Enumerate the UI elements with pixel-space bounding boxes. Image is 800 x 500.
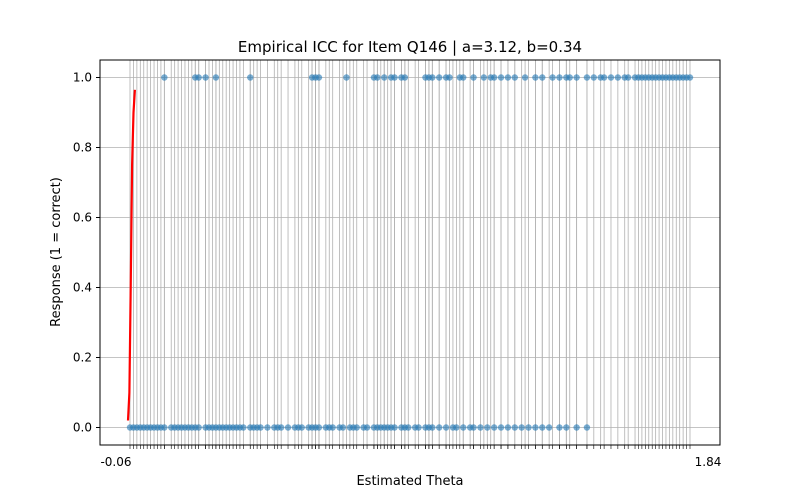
- point-correct: [539, 74, 546, 81]
- point-correct: [460, 74, 467, 81]
- point-correct: [343, 74, 350, 81]
- point-incorrect: [563, 424, 570, 431]
- point-incorrect: [429, 424, 436, 431]
- x-axis-label: Estimated Theta: [356, 474, 463, 489]
- point-incorrect: [518, 424, 525, 431]
- point-incorrect: [353, 424, 360, 431]
- point-incorrect: [298, 424, 305, 431]
- point-incorrect: [195, 424, 202, 431]
- point-incorrect: [391, 424, 398, 431]
- point-correct: [446, 74, 453, 81]
- x-tick-label-last: 1.84: [695, 455, 722, 469]
- point-incorrect: [470, 424, 477, 431]
- y-tick-label: 0.0: [73, 421, 92, 435]
- plot-frame: [99, 59, 721, 446]
- point-incorrect: [539, 424, 546, 431]
- point-correct: [401, 74, 409, 81]
- y-tick-label: 0.4: [73, 281, 92, 295]
- point-correct: [504, 74, 512, 81]
- point-incorrect: [240, 424, 247, 431]
- point-incorrect: [442, 424, 450, 431]
- point-correct: [470, 74, 477, 81]
- point-incorrect: [484, 424, 491, 431]
- point-correct: [556, 74, 563, 81]
- point-incorrect: [497, 424, 505, 431]
- y-tick-label: 0.2: [73, 351, 92, 365]
- point-incorrect: [284, 424, 292, 431]
- y-tick-label: 1.0: [73, 71, 92, 85]
- point-correct: [607, 74, 615, 81]
- point-incorrect: [453, 424, 460, 431]
- point-correct: [374, 74, 381, 81]
- point-correct: [195, 74, 202, 81]
- point-incorrect: [436, 424, 443, 431]
- point-correct: [161, 74, 168, 81]
- point-correct: [381, 74, 388, 81]
- point-incorrect: [525, 424, 532, 431]
- point-correct: [583, 74, 591, 81]
- y-tick-label: 0.6: [73, 211, 92, 225]
- y-tick-label: 0.8: [73, 141, 92, 155]
- point-incorrect: [460, 424, 467, 431]
- point-correct: [315, 74, 323, 81]
- point-incorrect: [504, 424, 512, 431]
- point-correct: [212, 74, 220, 81]
- point-incorrect: [264, 424, 271, 431]
- point-correct: [429, 74, 436, 81]
- vertical-grid-lines: [129, 60, 691, 445]
- point-incorrect: [477, 424, 484, 431]
- point-correct: [614, 74, 622, 81]
- x-axis-ticks: [129, 445, 691, 449]
- point-incorrect: [511, 424, 518, 431]
- point-incorrect: [545, 424, 553, 431]
- y-axis-ticks: 0.0 0.2 0.4 0.6 0.8 1.0: [73, 71, 100, 435]
- point-incorrect: [339, 424, 347, 431]
- point-incorrect: [405, 424, 412, 431]
- point-correct: [624, 74, 632, 81]
- point-incorrect: [583, 424, 591, 431]
- point-correct: [391, 74, 398, 81]
- point-incorrect: [329, 424, 336, 431]
- icc-curve: [126, 89, 136, 421]
- point-correct: [600, 74, 608, 81]
- point-correct: [686, 74, 694, 81]
- point-correct: [573, 74, 580, 81]
- point-correct: [590, 74, 598, 81]
- point-incorrect: [161, 424, 168, 431]
- chart-title: Empirical ICC for Item Q146 | a=3.12, b=…: [238, 38, 582, 56]
- point-incorrect: [415, 424, 422, 431]
- y-axis-label: Response (1 = correct): [49, 177, 64, 327]
- point-correct: [566, 74, 573, 81]
- x-tick-label-first: -0.06: [100, 455, 131, 469]
- point-correct: [532, 74, 539, 81]
- point-correct: [480, 74, 488, 81]
- point-correct: [436, 74, 443, 81]
- point-incorrect: [315, 424, 323, 431]
- point-correct: [247, 74, 254, 81]
- point-correct: [490, 74, 498, 81]
- point-incorrect: [277, 424, 285, 431]
- point-incorrect: [363, 424, 371, 431]
- point-correct: [497, 74, 505, 81]
- point-incorrect: [573, 424, 580, 431]
- point-incorrect: [257, 424, 264, 431]
- point-correct: [549, 74, 556, 81]
- point-incorrect: [490, 424, 498, 431]
- point-incorrect: [556, 424, 563, 431]
- response-points: [126, 74, 694, 431]
- point-correct: [202, 74, 209, 81]
- point-incorrect: [532, 424, 539, 431]
- point-correct: [511, 74, 518, 81]
- point-correct: [521, 74, 529, 81]
